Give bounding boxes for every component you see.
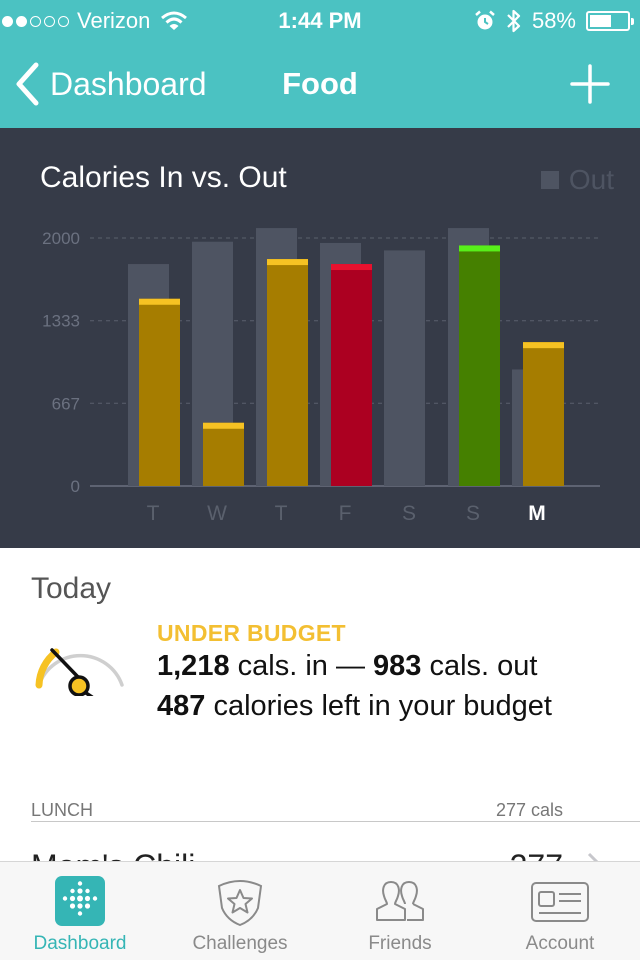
chevron-left-icon — [16, 62, 39, 106]
x-tick-label: S — [402, 502, 416, 525]
meal-total-calories: 277 cals — [495, 800, 563, 820]
calories-chart-panel: 2000 1333 667 0 T W T F S S M Calories In vs. Out … — [0, 128, 640, 548]
battery-percent: 58% — [531, 8, 576, 33]
x-tick-label: T — [147, 502, 160, 525]
calories-left-suffix: calories left in your budget — [213, 690, 552, 722]
tab-label: Dashboard — [33, 933, 127, 954]
in-bar — [267, 259, 308, 486]
in-bar-cap — [459, 245, 500, 252]
in-bar-cap — [523, 342, 564, 349]
out-bar — [384, 250, 425, 486]
y-tick-label: 2000 — [42, 229, 80, 248]
divider — [31, 821, 640, 822]
signal-strength-icon — [2, 15, 69, 27]
tab-label: Challenges — [192, 933, 288, 954]
y-tick-label: 667 — [52, 394, 80, 413]
in-bar — [523, 342, 564, 486]
in-bar — [331, 264, 372, 486]
budget-gauge-icon — [35, 648, 124, 696]
tab-challenges[interactable]: Challenges — [160, 862, 320, 961]
y-tick-label: 1333 — [42, 312, 80, 331]
meal-name: LUNCH — [31, 800, 94, 820]
tab-dashboard[interactable]: Dashboard — [0, 862, 160, 961]
alarm-clock-icon — [475, 10, 495, 30]
today-heading: Today — [31, 572, 112, 605]
x-tick-label: M — [528, 502, 546, 525]
page-title: Food — [282, 66, 358, 101]
clock: 1:44 PM — [278, 8, 362, 33]
in-bar — [203, 422, 244, 486]
back-label: Dashboard — [50, 65, 207, 102]
fitbit-dots-icon — [55, 876, 105, 926]
back-button[interactable]: Dashboard — [14, 62, 207, 106]
star-shield-icon — [217, 880, 263, 926]
bluetooth-icon — [507, 9, 521, 33]
battery-icon — [586, 11, 634, 31]
in-bar-cap — [139, 298, 180, 305]
id-card-icon — [531, 882, 589, 922]
x-tick-label: W — [207, 502, 227, 525]
carrier-signal: Verizon — [2, 8, 188, 34]
legend-swatch-out — [540, 171, 559, 189]
tab-account[interactable]: Account — [480, 862, 640, 961]
x-tick-label: S — [466, 502, 480, 525]
calories-bar-chart: 2000 1333 667 0 T W T F S S M — [42, 228, 600, 525]
in-bar-cap — [203, 422, 244, 429]
in-bar-cap — [267, 259, 308, 266]
carrier-name: Verizon — [77, 8, 151, 33]
tab-bar: Dashboard Challenges Friends Account — [0, 861, 640, 960]
add-icon[interactable] — [570, 64, 610, 104]
calories-in-value: 1,218 — [157, 650, 230, 682]
wifi-icon — [161, 11, 188, 30]
budget-status-label: UNDER BUDGET — [157, 620, 346, 646]
calories-left-value: 487 — [157, 690, 206, 722]
chart-legend: Out — [540, 164, 614, 196]
meal-header-lunch: LUNCH 277 cals — [31, 800, 563, 821]
tab-label: Account — [525, 933, 595, 954]
calories-summary: 1,218 cals. in — 983 cals. out — [157, 650, 537, 683]
in-bar — [139, 298, 180, 486]
navigation-bar: Dashboard Food — [0, 40, 640, 128]
legend-label-out: Out — [568, 164, 614, 195]
x-tick-label: T — [275, 502, 288, 525]
chart-title: Calories In vs. Out — [40, 161, 287, 194]
people-icon — [376, 881, 424, 921]
in-bar-cap — [331, 264, 372, 271]
x-tick-label: F — [339, 502, 352, 525]
tab-friends[interactable]: Friends — [320, 862, 480, 961]
today-section: Today UNDER BUDGET 1,218 cals. in — 983 … — [0, 548, 640, 884]
status-bar: Verizon 1:44 PM 58% — [0, 0, 640, 40]
status-icons: 58% — [474, 8, 634, 34]
calories-in-suffix: cals. in — — [237, 650, 365, 682]
in-bar — [459, 245, 500, 486]
calories-out-suffix: cals. out — [429, 650, 538, 682]
tab-label: Friends — [368, 933, 432, 954]
y-tick-label: 0 — [71, 477, 80, 496]
calories-out-value: 983 — [373, 650, 422, 682]
calories-left-summary: 487 calories left in your budget — [157, 690, 552, 723]
